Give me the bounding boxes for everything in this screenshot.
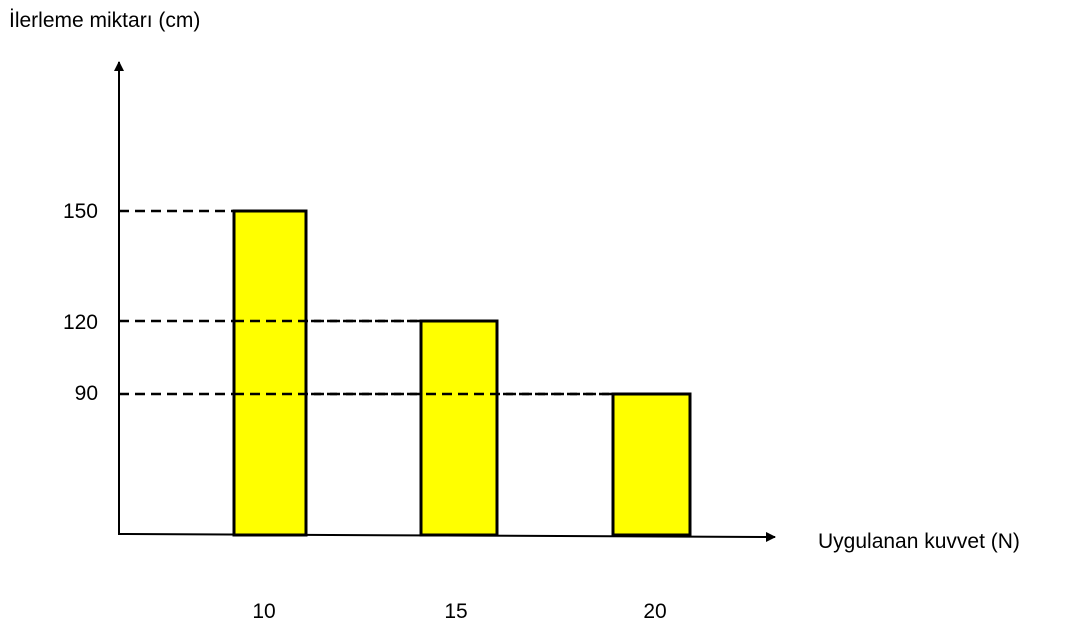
y-tick-label-120: 120 (63, 311, 98, 334)
bar-10 (232, 209, 308, 537)
bar-15 (419, 319, 499, 537)
x-tick-label-10: 10 (252, 600, 275, 623)
x-axis (118, 531, 776, 542)
y-tick-label-90: 90 (75, 382, 98, 405)
x-tick-label-20: 20 (643, 600, 666, 623)
bar-20 (611, 392, 692, 537)
y-tick-label-150: 150 (63, 200, 98, 223)
reference-lines (119, 209, 613, 396)
bars (232, 209, 692, 537)
x-tick-label-15: 15 (444, 600, 467, 623)
y-axis-title: İlerleme miktarı (cm) (9, 9, 200, 32)
x-axis-title: Uygulanan kuvvet (N) (818, 530, 1020, 553)
